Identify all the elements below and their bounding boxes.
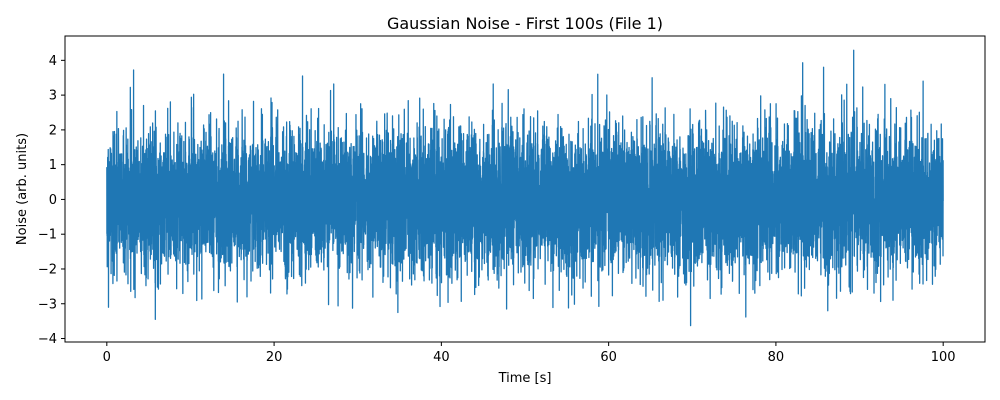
y-tick-label: 0	[49, 193, 57, 208]
x-tick-label: 40	[433, 350, 450, 365]
chart-title: Gaussian Noise - First 100s (File 1)	[387, 14, 663, 33]
y-tick-label: −2	[38, 262, 57, 277]
y-tick-label: −4	[38, 332, 57, 347]
y-axis-ticks: −4 −3 −2 −1 0 1 2 3 4	[38, 54, 65, 347]
x-axis-ticks: 0 20 40 60 80 100	[103, 342, 956, 365]
y-tick-label: −1	[38, 228, 57, 243]
x-tick-label: 80	[768, 350, 785, 365]
y-tick-label: 3	[49, 89, 57, 104]
x-tick-label: 20	[266, 350, 283, 365]
y-tick-label: 2	[49, 123, 57, 138]
y-axis-label: Noise (arb. units)	[15, 133, 30, 245]
x-tick-label: 60	[600, 350, 617, 365]
x-tick-label: 0	[103, 350, 111, 365]
y-tick-label: 1	[49, 158, 57, 173]
x-axis-label: Time [s]	[498, 371, 552, 386]
noise-series-line	[106, 49, 944, 327]
axes-border	[64, 35, 986, 343]
y-tick-label: 4	[49, 54, 57, 69]
y-tick-label: −3	[38, 297, 57, 312]
x-tick-label: 100	[931, 350, 956, 365]
axes-frame	[64, 35, 986, 343]
series-layer	[106, 49, 944, 327]
